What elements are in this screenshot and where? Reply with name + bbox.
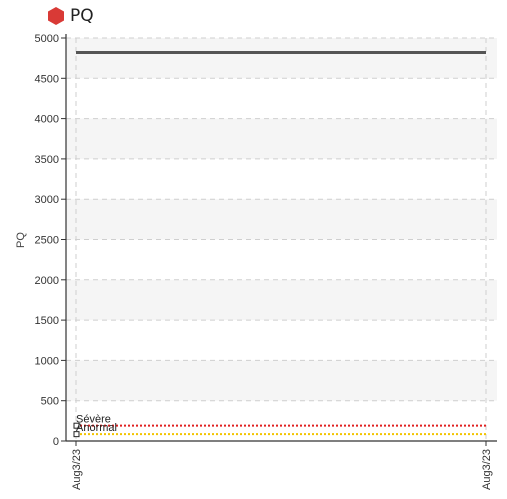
x-tick-label: Aug3/23 [71,449,83,490]
y-tick-label: 5000 [35,33,59,45]
y-tick-label: 2000 [35,275,59,287]
y-tick-label: 500 [41,396,59,408]
y-tick-label: 2500 [35,235,59,247]
y-tick-label: 1500 [35,315,59,327]
y-tick-labels: 0 500 1000 1500 2000 2500 3000 3500 4000 4500 5000 [35,33,66,448]
grid-band [66,199,497,240]
status-hexagon-icon [48,7,64,25]
y-tick-label: 3000 [35,194,59,206]
grid-lines [66,37,497,441]
chart-title: PQ [70,6,94,26]
y-tick-label: 3500 [35,154,59,166]
grid-band [66,360,497,401]
threshold-label: Sévère [76,414,111,426]
chart-header: PQ [46,6,94,26]
x-tick-label: Aug3/23 [481,449,493,490]
grid-bands [66,38,497,401]
threshold-marker [73,422,80,429]
grid-band [66,279,497,321]
y-tick-label: 4000 [35,114,59,126]
x-tick-labels: Aug3/23 Aug3/23 [71,441,493,490]
threshold-label: Anormal [76,422,117,434]
y-tick-label: 0 [53,436,59,448]
y-tick-label: 1000 [35,355,59,367]
y-axis-label: PQ [15,232,27,248]
axes [65,34,497,442]
grid-band [66,38,497,79]
grid-band [66,118,497,159]
threshold-marker [73,431,80,438]
y-tick-label: 4500 [35,73,59,85]
